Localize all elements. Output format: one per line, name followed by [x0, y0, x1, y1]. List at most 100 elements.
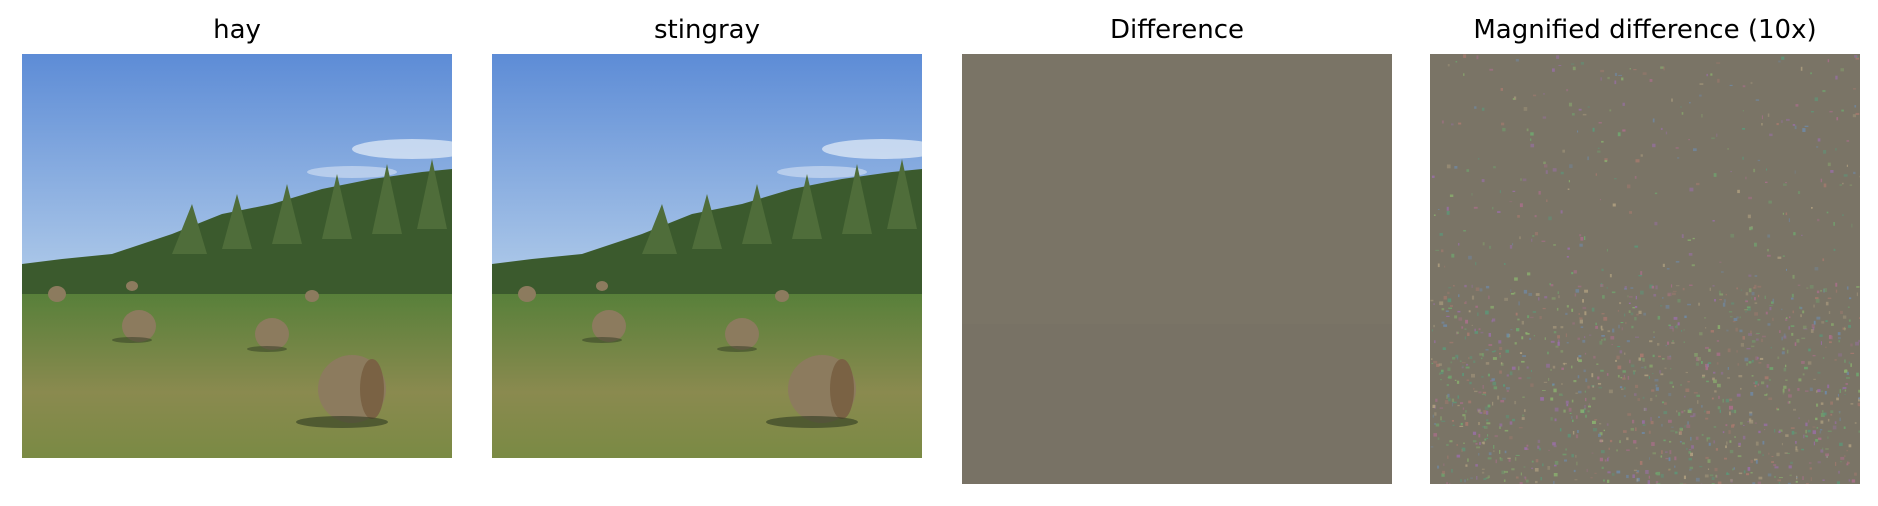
noise-speck [1509, 436, 1513, 440]
noise-speck [1757, 285, 1762, 288]
noise-speck [1465, 422, 1469, 426]
noise-speck [1825, 346, 1827, 348]
noise-speck [1769, 305, 1773, 307]
noise-speck [1546, 199, 1548, 202]
noise-speck [1622, 129, 1626, 132]
noise-speck [1746, 473, 1750, 476]
noise-speck [1790, 461, 1793, 464]
noise-speck [1762, 454, 1764, 457]
noise-speck [1663, 411, 1668, 415]
noise-speck [1481, 107, 1485, 111]
noise-speck [1562, 149, 1565, 153]
noise-speck [1440, 379, 1442, 381]
noise-speck [1811, 324, 1815, 328]
noise-speck [1622, 102, 1625, 106]
noise-speck [1711, 137, 1715, 140]
noise-speck [1697, 357, 1701, 361]
panel-title-adversarial: stingray [654, 15, 760, 45]
noise-speck [1793, 408, 1796, 411]
noise-speck [1451, 420, 1454, 422]
noise-speck [1813, 304, 1815, 308]
noise-speck [1800, 314, 1802, 318]
noise-speck [1794, 432, 1797, 434]
noise-speck [1499, 190, 1501, 194]
noise-speck [1486, 437, 1489, 439]
noise-speck [1598, 386, 1603, 389]
noise-speck [1825, 456, 1828, 458]
noise-speck [1831, 323, 1834, 326]
noise-speck [1842, 388, 1844, 390]
noise-speck [1780, 120, 1783, 123]
noise-speck [1840, 310, 1843, 314]
noise-speck [1858, 339, 1860, 343]
noise-speck [1677, 322, 1680, 326]
noise-speck [1435, 249, 1440, 251]
noise-speck [1489, 68, 1494, 71]
noise-speck [1578, 359, 1582, 363]
noise-speck [1468, 357, 1470, 360]
noise-speck [1692, 237, 1695, 240]
noise-speck [1691, 445, 1694, 449]
noise-speck [1730, 478, 1733, 482]
noise-speck [1471, 295, 1475, 300]
field [22, 294, 452, 458]
noise-speck [1749, 412, 1753, 416]
noise-speck [1695, 362, 1699, 366]
noise-speck [1701, 114, 1703, 118]
noise-speck [1438, 372, 1441, 375]
noise-speck [1566, 342, 1569, 344]
noise-speck [1709, 287, 1711, 291]
noise-speck [1853, 171, 1856, 175]
noise-speck [1593, 355, 1596, 359]
noise-speck [1561, 394, 1564, 396]
noise-speck [1606, 373, 1609, 376]
noise-speck [1783, 335, 1787, 339]
noise-speck [1792, 274, 1795, 279]
noise-speck [1431, 175, 1435, 178]
noise-speck [1481, 357, 1483, 360]
noise-speck [1437, 263, 1440, 268]
noise-speck [1712, 377, 1715, 381]
noise-speck [1533, 335, 1535, 337]
noise-speck [1677, 157, 1680, 159]
noise-speck [1846, 450, 1848, 452]
noise-speck [1745, 292, 1749, 296]
noise-speck [1742, 110, 1744, 112]
noise-speck [1537, 445, 1540, 449]
noise-speck [1440, 416, 1442, 421]
noise-speck [1592, 397, 1596, 400]
noise-speck [1660, 455, 1663, 458]
noise-speck [1552, 365, 1556, 369]
noise-speck [1660, 474, 1664, 478]
noise-speck [1662, 297, 1664, 299]
noise-speck [1751, 291, 1755, 296]
noise-speck [1738, 445, 1741, 447]
noise-speck [1787, 401, 1790, 404]
noise-speck [1499, 426, 1501, 429]
noise-speck [1640, 271, 1643, 275]
noise-speck [1638, 275, 1642, 277]
noise-speck [1672, 385, 1674, 388]
noise-speck [1785, 364, 1787, 368]
noise-speck [1816, 427, 1819, 429]
noise-speck [1832, 425, 1837, 430]
noise-speck [1582, 306, 1587, 310]
noise-speck [1800, 66, 1803, 71]
noise-speck [1630, 427, 1634, 431]
noise-speck [1788, 218, 1790, 223]
noise-speck [1477, 408, 1481, 412]
noise-speck [1674, 456, 1677, 461]
noise-speck [1550, 340, 1555, 343]
noise-speck [1512, 98, 1515, 100]
noise-speck [1681, 330, 1683, 332]
noise-speck [1494, 435, 1498, 438]
noise-speck [1571, 308, 1574, 312]
noise-speck [1573, 380, 1577, 383]
noise-speck [1630, 312, 1634, 316]
noise-speck [1829, 335, 1832, 339]
noise-speck [1835, 75, 1838, 80]
noise-speck [1431, 358, 1433, 360]
noise-speck [1797, 191, 1801, 194]
noise-speck [1855, 341, 1859, 346]
noise-speck [1795, 449, 1799, 452]
